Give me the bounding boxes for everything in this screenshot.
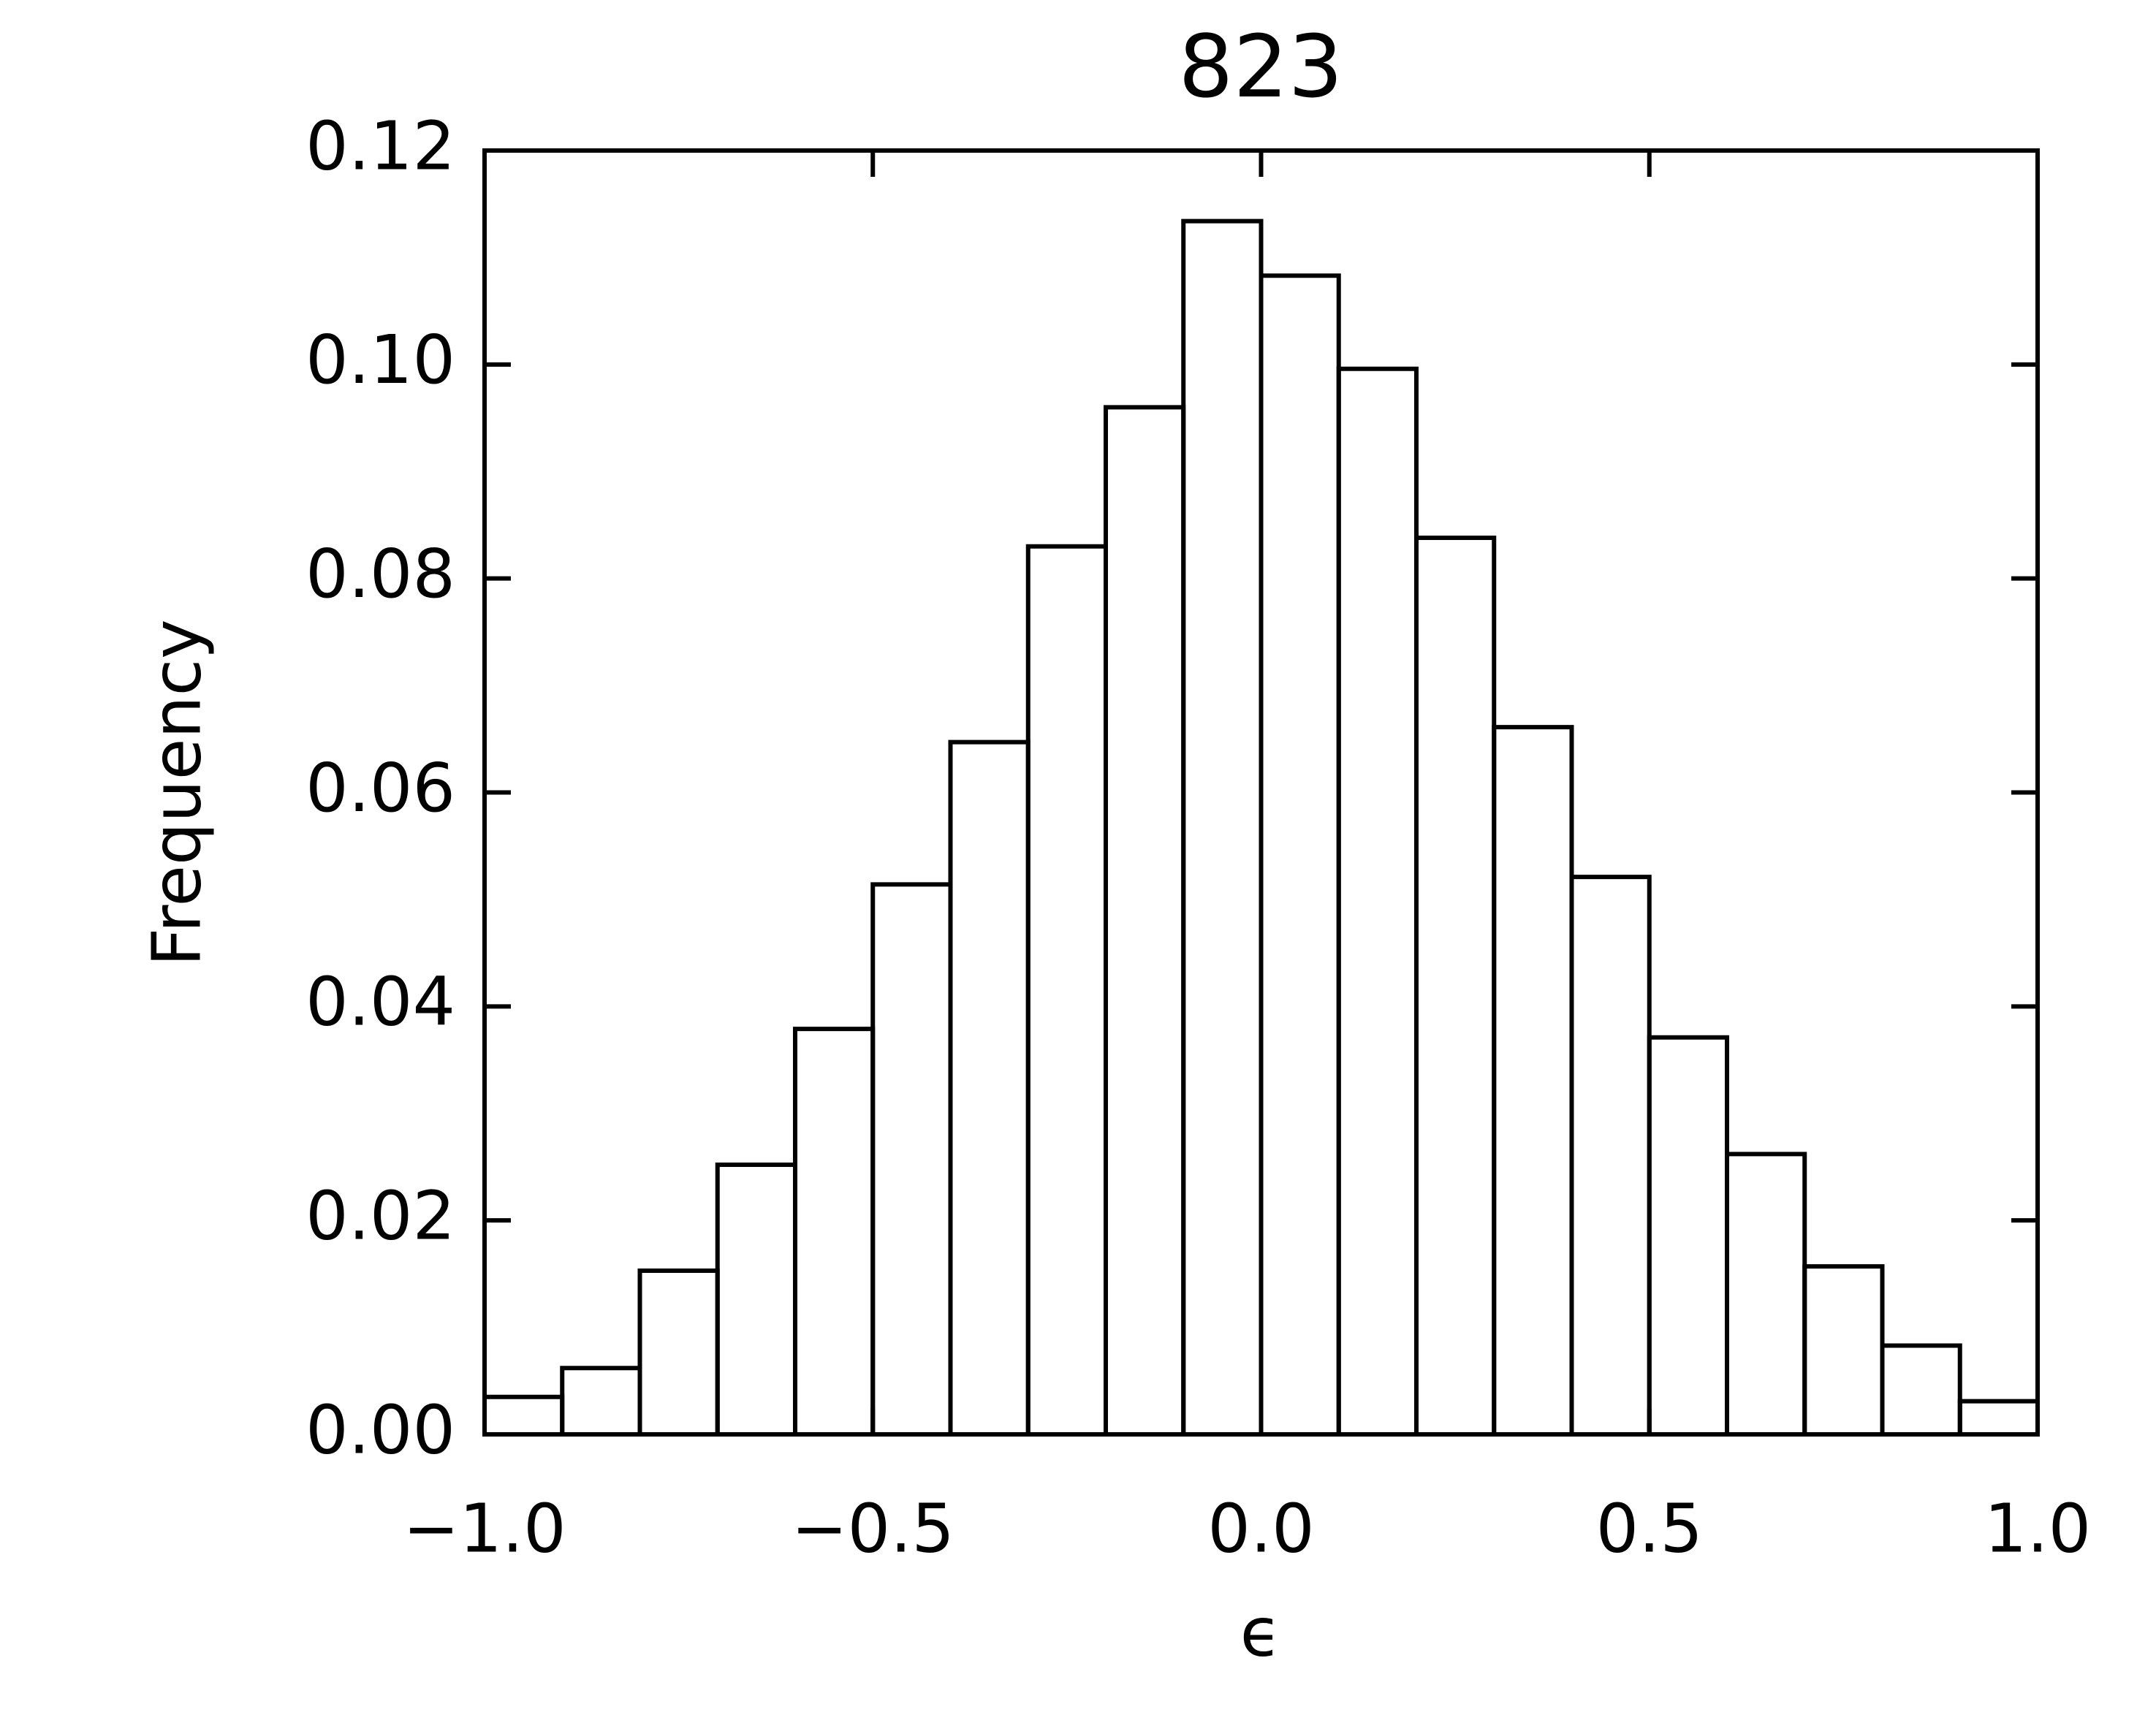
y-tick-label: 0.00 xyxy=(305,1391,455,1469)
chart-title: 823 xyxy=(1178,16,1343,117)
y-tick-label: 0.06 xyxy=(305,749,455,827)
y-tick-label: 0.04 xyxy=(305,963,455,1041)
histogram-bar xyxy=(1880,1343,1962,1434)
x-tick-label: 0.5 xyxy=(1596,1489,1703,1567)
x-tick-label: 1.0 xyxy=(1984,1489,2091,1567)
x-tick-label: 0.0 xyxy=(1207,1489,1314,1567)
y-tick-label: 0.08 xyxy=(305,535,455,613)
x-axis-label: ϵ xyxy=(1240,1593,1282,1671)
y-axis-label: Frequency xyxy=(137,619,216,966)
y-tick-label: 0.10 xyxy=(305,321,455,399)
x-tick-label: −1.0 xyxy=(403,1489,566,1567)
y-tick-label: 0.02 xyxy=(305,1177,455,1255)
x-tick-label: −0.5 xyxy=(792,1489,954,1567)
plot-frame xyxy=(482,148,2040,1437)
y-tick-label: 0.12 xyxy=(305,107,455,185)
